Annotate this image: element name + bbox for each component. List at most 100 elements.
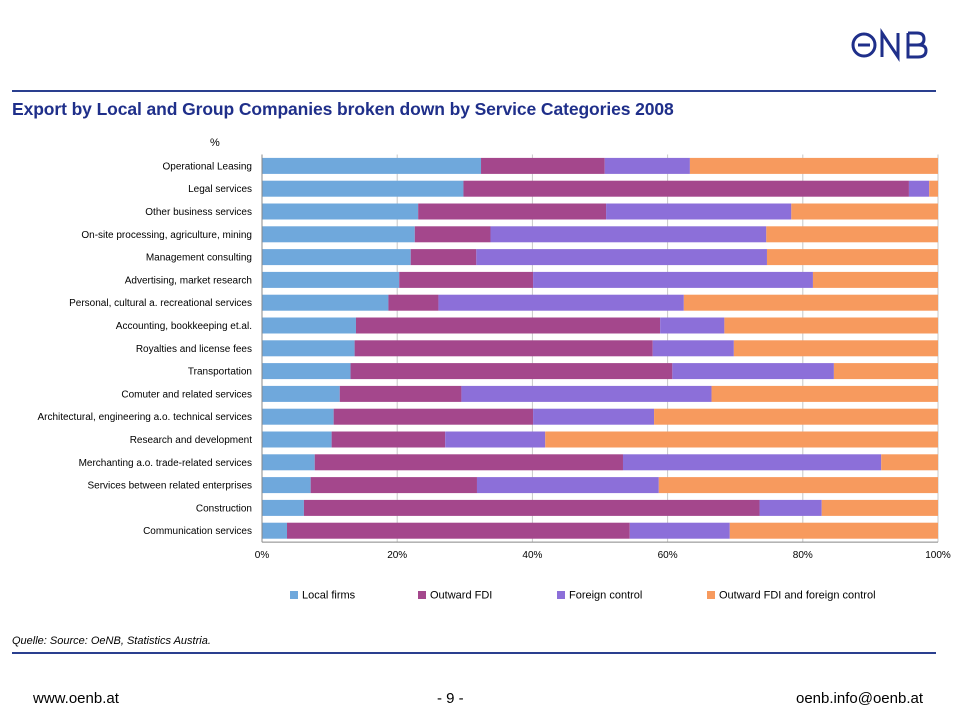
bar-segment-local-firms — [262, 522, 288, 539]
bar-segment-foreign-control — [490, 226, 767, 243]
x-tick-label: 100% — [925, 550, 951, 561]
x-tick-label: 60% — [658, 550, 678, 561]
x-tick-label: 0% — [255, 550, 270, 561]
bar-segment-outward-fdi-and-foreign-control — [812, 271, 938, 288]
category-label: Legal services — [188, 184, 252, 195]
bar-segment-outward-fdi — [339, 385, 462, 402]
bar-segment-local-firms — [262, 385, 340, 402]
category-label: Communication services — [143, 526, 252, 537]
y-axis-unit-label: % — [210, 137, 220, 149]
footer-rule — [12, 652, 936, 654]
bar-segment-outward-fdi-and-foreign-control — [821, 499, 938, 516]
bar-segment-outward-fdi — [418, 203, 607, 220]
bar-segment-outward-fdi-and-foreign-control — [689, 157, 938, 174]
page-number: - 9 - — [437, 690, 464, 707]
bar-segment-local-firms — [262, 271, 400, 288]
bar-segment-outward-fdi — [287, 522, 630, 539]
bar-segment-foreign-control — [476, 477, 659, 494]
bar-segment-local-firms — [262, 477, 311, 494]
bar-segment-foreign-control — [660, 317, 725, 334]
bar-segment-outward-fdi-and-foreign-control — [766, 249, 938, 266]
category-label: Comuter and related services — [121, 389, 252, 400]
bar-segment-foreign-control — [445, 431, 546, 448]
category-label: Royalties and license fees — [136, 344, 252, 355]
footer-email[interactable]: oenb.info@oenb.at — [796, 690, 923, 707]
bar-segment-foreign-control — [908, 180, 930, 197]
bar-segment-outward-fdi — [310, 477, 477, 494]
bar-segment-outward-fdi — [331, 431, 446, 448]
legend-label: Local firms — [302, 590, 356, 602]
bar-segment-outward-fdi-and-foreign-control — [711, 385, 938, 402]
bar-segment-outward-fdi-and-foreign-control — [683, 294, 938, 311]
bar-segment-outward-fdi — [303, 499, 760, 516]
bar-segment-local-firms — [262, 340, 355, 357]
bar-segment-outward-fdi-and-foreign-control — [658, 477, 938, 494]
footer-website[interactable]: www.oenb.at — [33, 690, 119, 707]
bar-segment-local-firms — [262, 157, 482, 174]
bar-segment-foreign-control — [759, 499, 822, 516]
bar-segment-local-firms — [262, 363, 351, 380]
category-label: Personal, cultural a. recreational servi… — [69, 298, 252, 309]
legend-swatch — [418, 591, 426, 599]
bar-segment-outward-fdi — [399, 271, 534, 288]
category-label: Operational Leasing — [162, 161, 252, 172]
category-label: Architectural, engineering a.o. technica… — [37, 412, 252, 423]
bar-segment-foreign-control — [606, 203, 792, 220]
x-tick-label: 80% — [793, 550, 813, 561]
bar-segment-outward-fdi-and-foreign-control — [881, 454, 938, 471]
oenb-logo — [851, 28, 928, 62]
legend-label: Outward FDI — [430, 590, 492, 602]
source-note: Quelle: Source: OeNB, Statistics Austria… — [12, 635, 211, 647]
bar-segment-outward-fdi-and-foreign-control — [733, 340, 938, 357]
x-tick-label: 40% — [522, 550, 542, 561]
x-tick-label: 20% — [387, 550, 407, 561]
bar-segment-foreign-control — [622, 454, 882, 471]
category-label: Services between related enterprises — [87, 481, 252, 492]
bar-segment-local-firms — [262, 294, 389, 311]
page-title: Export by Local and Group Companies brok… — [12, 99, 674, 119]
bar-segment-outward-fdi — [354, 340, 653, 357]
legend-swatch — [557, 591, 565, 599]
bar-segment-outward-fdi-and-foreign-control — [729, 522, 938, 539]
category-label: Advertising, market research — [125, 275, 252, 286]
category-label: Other business services — [145, 207, 252, 218]
bar-segment-outward-fdi — [414, 226, 491, 243]
bar-segment-outward-fdi-and-foreign-control — [545, 431, 938, 448]
bar-segment-outward-fdi-and-foreign-control — [791, 203, 938, 220]
category-label: On-site processing, agriculture, mining — [81, 230, 252, 241]
bar-segment-outward-fdi — [388, 294, 439, 311]
stacked-bar-chart: % 0% 20% 40% 60% 80% 100% Operational Leasing Le… — [37, 137, 951, 602]
bar-segment-foreign-control — [461, 385, 712, 402]
category-label: Management consulting — [146, 253, 252, 264]
bar-segment-foreign-control — [476, 249, 767, 266]
bar-segment-outward-fdi — [481, 157, 605, 174]
bar-segment-local-firms — [262, 431, 332, 448]
category-label: Research and development — [130, 435, 253, 446]
bar-segment-local-firms — [262, 226, 415, 243]
legend-label: Outward FDI and foreign control — [719, 590, 876, 602]
bar-segment-outward-fdi — [410, 249, 477, 266]
category-label: Construction — [196, 503, 252, 514]
legend-swatch — [290, 591, 298, 599]
bar-segment-local-firms — [262, 499, 304, 516]
bar-segment-outward-fdi-and-foreign-control — [833, 363, 938, 380]
bar-segment-outward-fdi — [314, 454, 623, 471]
bar-segment-foreign-control — [629, 522, 730, 539]
bar-segment-outward-fdi-and-foreign-control — [724, 317, 938, 334]
bar-segment-outward-fdi — [333, 408, 534, 425]
bar-segment-outward-fdi — [350, 363, 673, 380]
bar-segment-local-firms — [262, 408, 334, 425]
category-label: Merchanting a.o. trade-related services — [79, 458, 252, 469]
bar-segment-local-firms — [262, 180, 464, 197]
bar-segment-local-firms — [262, 203, 419, 220]
bar-segment-outward-fdi — [463, 180, 909, 197]
bar-segment-local-firms — [262, 454, 315, 471]
bar-segment-foreign-control — [672, 363, 834, 380]
bar-segment-local-firms — [262, 249, 411, 266]
bar-segment-outward-fdi — [355, 317, 661, 334]
category-label: Accounting, bookkeeping et.al. — [116, 321, 252, 332]
legend-label: Foreign control — [569, 590, 642, 602]
header-rule — [12, 90, 936, 92]
bar-segment-outward-fdi-and-foreign-control — [929, 180, 938, 197]
bar-segment-foreign-control — [604, 157, 690, 174]
